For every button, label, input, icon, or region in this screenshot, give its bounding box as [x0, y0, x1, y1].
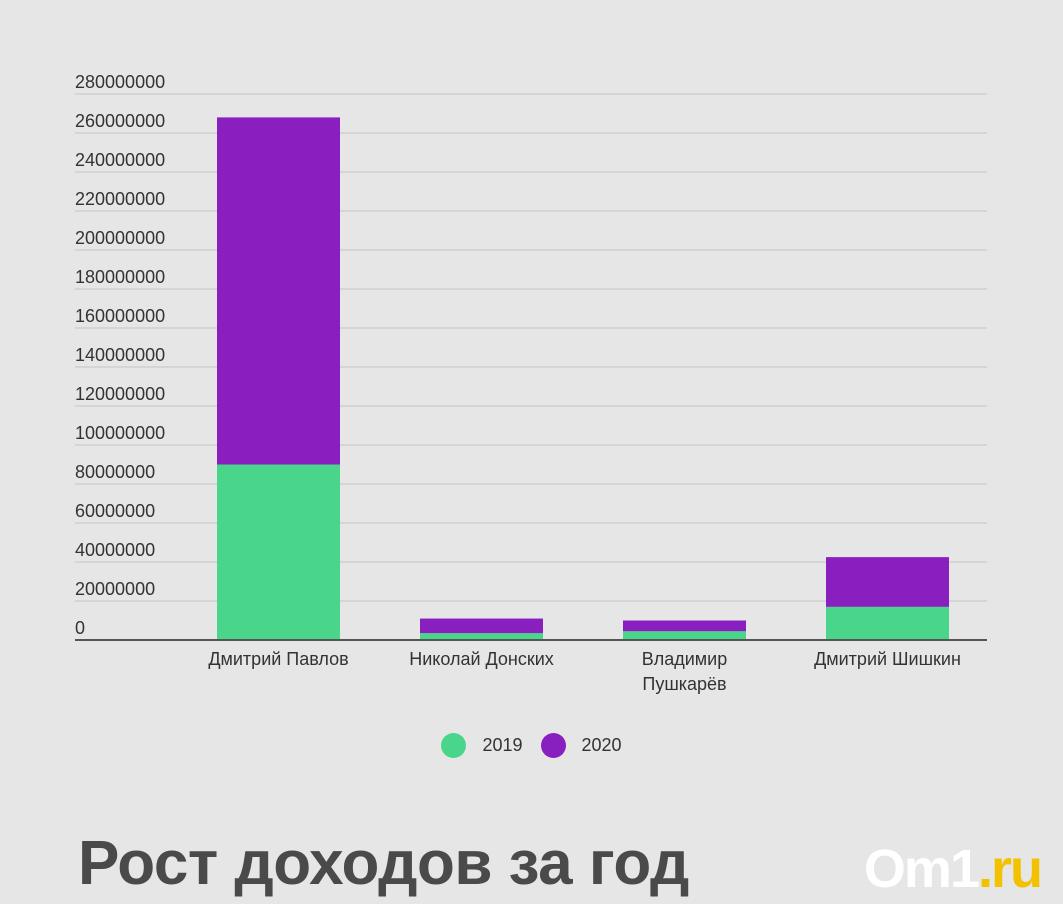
y-tick-label: 60000000 — [75, 501, 155, 521]
x-category-label: Николай Донских — [409, 649, 554, 669]
bar-2019-1 — [217, 464, 340, 640]
x-category-label: Дмитрий Шишкин — [814, 649, 961, 669]
legend-item-2019[interactable]: 2019 — [441, 733, 523, 758]
y-tick-label: 100000000 — [75, 423, 165, 443]
y-tick-label: 280000000 — [75, 72, 165, 92]
bar-2020-2 — [420, 618, 543, 634]
y-tick-label: 160000000 — [75, 306, 165, 326]
legend-label-2020: 2020 — [581, 735, 622, 755]
y-tick-label: 260000000 — [75, 111, 165, 131]
logo-tld: ru — [991, 839, 1043, 899]
y-tick-label: 120000000 — [75, 384, 165, 404]
x-category-label: Пушкарёв — [642, 674, 726, 694]
legend-swatch-2020 — [540, 733, 566, 758]
y-tick-label: 40000000 — [75, 540, 155, 560]
bar-2020-3 — [623, 620, 746, 632]
y-tick-label: 220000000 — [75, 189, 165, 209]
logo-dot: . — [977, 839, 993, 899]
om1-logo: Om1.ru — [863, 838, 1043, 900]
y-tick-label: 0 — [75, 618, 85, 638]
bar-2019-2 — [420, 633, 543, 640]
logo-main-text: Om1 — [863, 839, 980, 899]
bar-2019-3 — [623, 631, 746, 640]
bar-2020-4 — [826, 557, 949, 607]
legend-label-2019: 2019 — [482, 735, 523, 755]
y-tick-label: 180000000 — [75, 267, 165, 287]
page-title: Рост доходов за год — [78, 829, 689, 898]
x-category-label: Дмитрий Павлов — [208, 649, 348, 669]
y-tick-label: 140000000 — [75, 345, 165, 365]
bar-2020-1 — [217, 117, 340, 465]
legend-item-2020[interactable]: 2020 — [540, 733, 622, 758]
legend: 2019 2020 — [0, 733, 1063, 758]
y-tick-label: 240000000 — [75, 150, 165, 170]
y-tick-label: 200000000 — [75, 228, 165, 248]
bar-chart: 0 20000000 40000000 60000000 80000000 1000000… — [75, 72, 987, 694]
x-category-label: Владимир — [642, 649, 728, 669]
y-tick-label: 80000000 — [75, 462, 155, 482]
legend-swatch-2019 — [441, 733, 467, 758]
y-tick-label: 20000000 — [75, 579, 155, 599]
bar-2019-4 — [826, 606, 949, 640]
